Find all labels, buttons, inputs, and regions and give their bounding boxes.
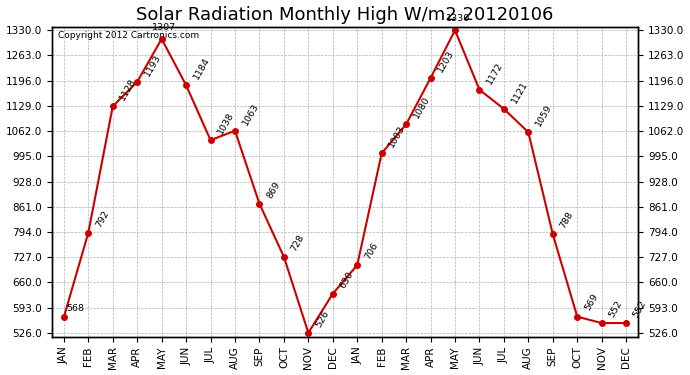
- Point: [474, 87, 485, 93]
- Point: [620, 320, 631, 326]
- Text: 1128: 1128: [118, 77, 138, 102]
- Text: 1080: 1080: [412, 95, 431, 120]
- Point: [449, 27, 460, 33]
- Point: [327, 291, 338, 297]
- Text: 1193: 1193: [143, 52, 163, 78]
- Point: [278, 254, 289, 260]
- Point: [59, 314, 70, 320]
- Point: [401, 122, 412, 128]
- Text: 1203: 1203: [436, 48, 456, 74]
- Title: Solar Radiation Monthly High W/m2 20120106: Solar Radiation Monthly High W/m2 201201…: [137, 6, 553, 24]
- Point: [572, 314, 583, 320]
- Point: [425, 75, 436, 81]
- Text: 552: 552: [607, 299, 624, 319]
- Point: [547, 231, 558, 237]
- Text: 1063: 1063: [241, 101, 260, 127]
- Text: 630: 630: [338, 269, 355, 290]
- Point: [230, 128, 241, 134]
- Text: 569: 569: [583, 292, 600, 312]
- Text: 1330: 1330: [446, 14, 470, 23]
- Text: 788: 788: [558, 210, 575, 230]
- Point: [132, 79, 143, 85]
- Point: [83, 230, 94, 236]
- Text: 1184: 1184: [192, 56, 211, 81]
- Point: [352, 262, 363, 268]
- Point: [254, 201, 265, 207]
- Text: 706: 706: [363, 241, 380, 261]
- Point: [107, 103, 118, 109]
- Point: [596, 320, 607, 326]
- Text: 792: 792: [94, 209, 110, 229]
- Text: 869: 869: [265, 180, 282, 200]
- Point: [498, 106, 509, 112]
- Text: 1003: 1003: [387, 124, 407, 149]
- Text: 1172: 1172: [485, 60, 505, 86]
- Point: [205, 137, 216, 143]
- Text: 1307: 1307: [152, 23, 177, 32]
- Point: [156, 36, 167, 42]
- Point: [523, 129, 534, 135]
- Text: 552: 552: [631, 299, 649, 319]
- Text: 728: 728: [289, 232, 306, 253]
- Text: 1059: 1059: [534, 103, 553, 128]
- Text: Copyright 2012 Cartronics.com: Copyright 2012 Cartronics.com: [57, 31, 199, 40]
- Point: [376, 150, 387, 156]
- Text: 526: 526: [314, 309, 331, 328]
- Text: 568: 568: [67, 304, 85, 313]
- Text: 1121: 1121: [509, 80, 529, 105]
- Text: 1038: 1038: [216, 111, 236, 136]
- Point: [303, 330, 314, 336]
- Point: [181, 82, 192, 88]
